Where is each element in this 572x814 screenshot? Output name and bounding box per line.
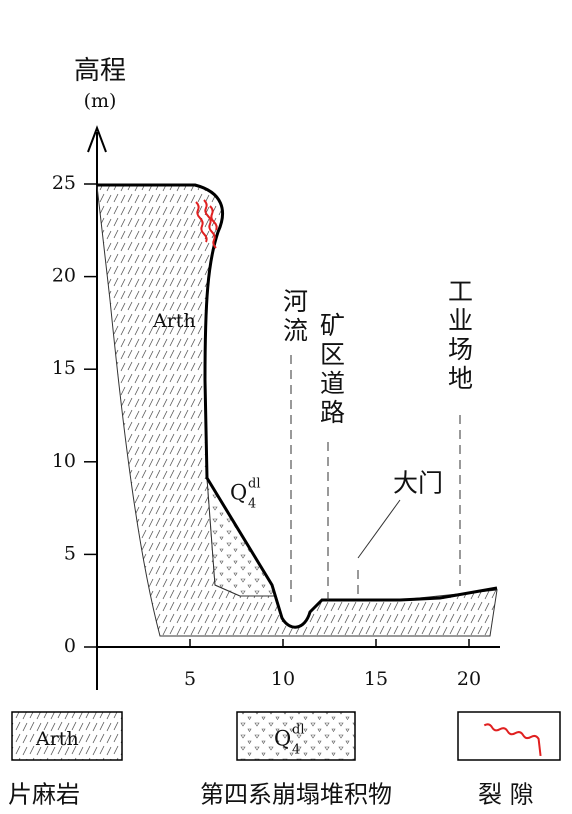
legend-label: 第四系崩塌堆积物 <box>200 781 392 809</box>
y-tick-label: 25 <box>52 172 76 194</box>
legend-sample-sup: dl <box>292 723 304 738</box>
site-label: 工业场地 <box>445 278 474 394</box>
x-tick-label: 5 <box>184 668 196 690</box>
deposit-sub: 4 <box>248 497 256 512</box>
y-tick-label: 10 <box>52 450 76 472</box>
y-tick-label: 15 <box>52 357 76 379</box>
x-tick-label: 20 <box>457 668 481 690</box>
diagram: 高程 (m) 0 5 10 15 20 25 5 10 15 20 Arth Q 4 dl 河流 … <box>0 0 572 814</box>
rock-label: Arth <box>152 310 196 332</box>
x-tick-label: 15 <box>364 668 388 690</box>
legend-sample: Q <box>274 727 291 751</box>
legend-sample-sub: 4 <box>292 743 300 758</box>
gate-label: 大门 <box>393 469 443 498</box>
section: Arth Q 4 dl 河流 矿区道路 工业场地 大门 <box>97 185 497 636</box>
legend-label: 裂 隙 <box>478 781 534 809</box>
legend-label: 片麻岩 <box>8 781 80 809</box>
legend-sample: Arth <box>35 728 79 750</box>
deposit-base: Q <box>230 481 247 505</box>
legend-swatch <box>458 712 560 760</box>
legend: Arth Q 4 dl 片麻岩 第四系崩塌堆积物 裂 隙 <box>8 712 560 809</box>
deposit-sup: dl <box>248 477 260 492</box>
y-tick-label: 0 <box>64 635 76 657</box>
gate-pointer <box>358 500 400 558</box>
y-tick-label: 20 <box>52 265 76 287</box>
y-unit: (m) <box>84 90 117 112</box>
river-label: 河流 <box>280 288 309 346</box>
y-title: 高程 <box>74 56 126 86</box>
road-label: 矿区道路 <box>317 312 346 428</box>
rock-body <box>97 186 497 636</box>
y-tick-label: 5 <box>64 542 76 564</box>
x-tick-label: 10 <box>271 668 295 690</box>
deposit-label: Q 4 dl <box>230 477 260 512</box>
